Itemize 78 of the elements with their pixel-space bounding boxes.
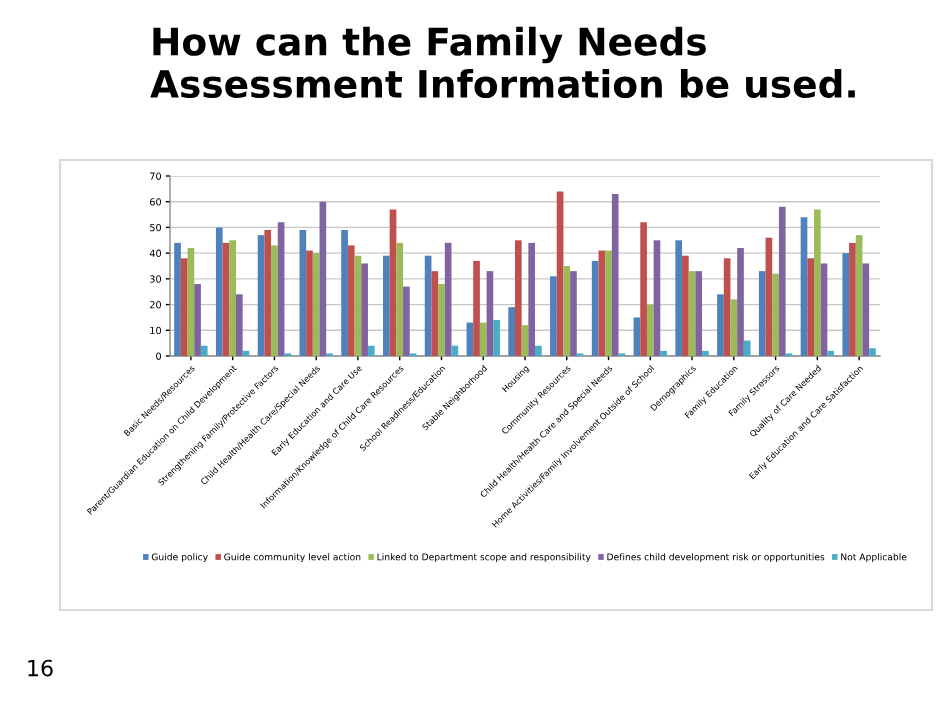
bar <box>869 348 876 356</box>
bar <box>264 230 272 356</box>
bar <box>758 271 766 356</box>
bar <box>730 299 738 356</box>
bar <box>235 294 243 356</box>
bar <box>257 235 265 356</box>
bar <box>312 253 320 356</box>
bar <box>591 260 599 356</box>
bar <box>702 350 709 356</box>
bar <box>820 263 828 356</box>
bar <box>660 350 667 356</box>
bar <box>550 276 557 356</box>
bar <box>354 255 362 356</box>
bar <box>215 227 223 356</box>
bar <box>431 271 439 356</box>
bar <box>633 317 641 356</box>
bar <box>772 273 779 356</box>
bar <box>611 194 619 356</box>
bar <box>229 240 236 356</box>
bar <box>646 304 654 356</box>
bar <box>493 320 500 356</box>
bar <box>367 345 375 356</box>
bar <box>514 240 522 356</box>
bar <box>827 350 835 356</box>
bar <box>187 248 195 356</box>
bar <box>570 271 577 356</box>
bar <box>277 222 285 356</box>
bar <box>605 250 612 356</box>
bar <box>556 191 564 356</box>
bar <box>862 263 870 356</box>
bar <box>347 245 355 356</box>
bar <box>814 209 821 356</box>
bar <box>521 325 529 356</box>
bar <box>383 255 390 356</box>
bar <box>473 260 480 356</box>
bar <box>743 340 751 356</box>
bar <box>528 242 536 356</box>
bar <box>688 271 696 356</box>
chart-title: How can the Family Needs Assessment Information be used. <box>150 26 855 99</box>
bar <box>306 250 313 356</box>
bar <box>737 248 744 356</box>
bar <box>640 222 647 356</box>
bar <box>444 242 452 356</box>
bar <box>682 255 689 356</box>
bar <box>341 230 348 356</box>
bar <box>424 255 432 356</box>
bar <box>271 245 278 356</box>
bar <box>389 209 397 356</box>
bar <box>451 345 459 356</box>
bar <box>361 263 368 356</box>
bar <box>438 284 445 356</box>
bar <box>855 235 863 356</box>
bar <box>849 242 856 356</box>
text: 16 <box>28 659 53 677</box>
bar <box>194 284 201 356</box>
bar <box>319 201 327 356</box>
bar <box>396 242 404 356</box>
bar <box>299 230 307 356</box>
bar <box>563 266 571 356</box>
bar <box>222 242 230 356</box>
bar <box>180 258 188 356</box>
bar <box>717 294 724 356</box>
bar <box>486 271 494 356</box>
bar <box>675 240 683 356</box>
bar <box>778 206 786 356</box>
bar <box>174 242 181 356</box>
bar <box>403 286 410 356</box>
bar <box>800 217 808 356</box>
bar <box>842 253 850 356</box>
bar <box>653 240 661 356</box>
bar <box>535 345 542 356</box>
bar <box>508 307 515 356</box>
bar <box>807 258 815 356</box>
bar <box>479 322 487 356</box>
bar <box>765 237 773 356</box>
bar <box>200 345 208 356</box>
bar <box>695 271 703 356</box>
bar <box>723 258 731 356</box>
